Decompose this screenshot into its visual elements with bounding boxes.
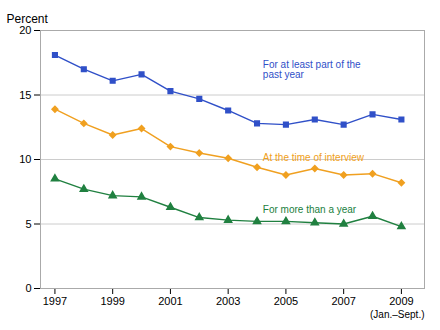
svg-text:10: 10 xyxy=(19,153,31,165)
svg-text:5: 5 xyxy=(25,218,31,230)
svg-text:1999: 1999 xyxy=(100,295,124,307)
svg-text:2007: 2007 xyxy=(331,295,355,307)
svg-text:2003: 2003 xyxy=(216,295,240,307)
svg-text:0: 0 xyxy=(25,282,31,294)
svg-text:1997: 1997 xyxy=(43,295,67,307)
svg-text:20: 20 xyxy=(19,24,31,36)
svg-text:For more than a year: For more than a year xyxy=(263,204,357,215)
svg-text:15: 15 xyxy=(19,89,31,101)
svg-text:2001: 2001 xyxy=(158,295,182,307)
svg-text:For at least part of thepast y: For at least part of thepast year xyxy=(263,59,361,80)
svg-text:(Jan.–Sept.): (Jan.–Sept.) xyxy=(370,309,424,320)
svg-text:2009: 2009 xyxy=(389,295,413,307)
svg-text:Percent: Percent xyxy=(7,12,49,26)
svg-text:2005: 2005 xyxy=(274,295,298,307)
svg-text:At the time of interview: At the time of interview xyxy=(263,152,365,163)
